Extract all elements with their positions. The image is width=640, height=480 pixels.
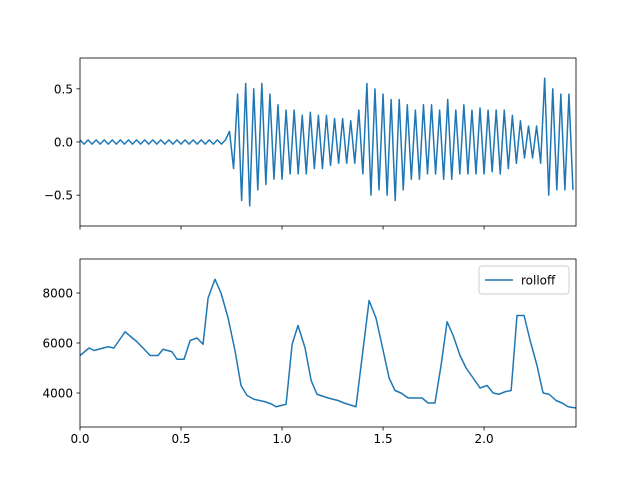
y-tick-label: 8000 [42, 287, 73, 301]
axes: 0.0 0.5 1.0 1.5 2.0 4000 6000 8000 rolloff [42, 258, 577, 446]
y-tick-label: 6000 [42, 337, 73, 351]
x-tick-label: 2.0 [475, 432, 494, 446]
axes-frame [79, 258, 577, 428]
x-tick-label: 0.5 [171, 432, 190, 446]
y-tick-label: −0.5 [44, 189, 73, 203]
legend-box [478, 265, 570, 295]
axes-frame [79, 57, 577, 227]
legend-label: rolloff [521, 274, 556, 288]
series-line [80, 278, 576, 409]
x-tick-label: 0.0 [70, 432, 89, 446]
waveform [80, 77, 574, 207]
x-tick-label: 1.5 [374, 432, 393, 446]
x-tick-label: 1.0 [272, 432, 291, 446]
y-tick-label: 0.0 [54, 136, 73, 150]
legend: rolloff [478, 265, 570, 295]
axes: −0.5 0.0 0.5 [44, 57, 577, 230]
y-tick-label: 0.5 [54, 82, 73, 96]
y-tick-label: 4000 [42, 387, 73, 401]
